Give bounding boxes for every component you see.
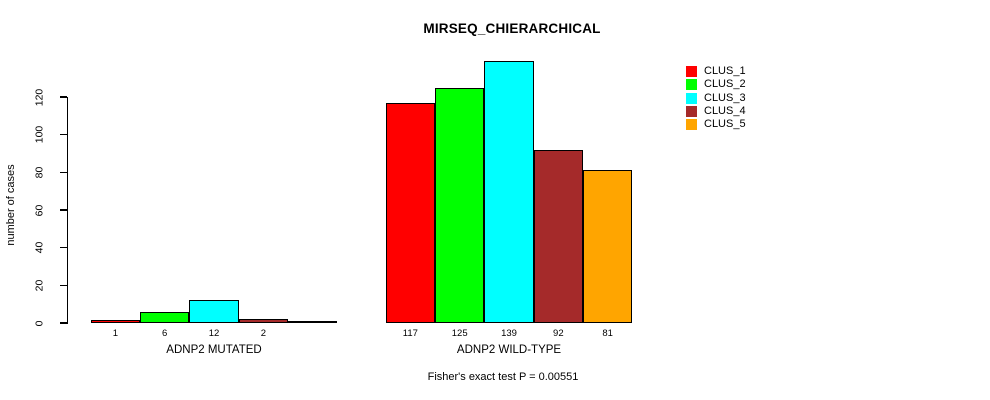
legend-item: CLUS_3 bbox=[686, 92, 746, 105]
bar-clus_5-zero bbox=[288, 321, 338, 323]
bar-clus_4 bbox=[238, 319, 289, 323]
legend-item: CLUS_2 bbox=[686, 78, 746, 91]
y-tick-label: 40 bbox=[33, 241, 46, 254]
y-tick-label: 60 bbox=[33, 204, 46, 216]
legend-item: CLUS_5 bbox=[686, 118, 746, 131]
bar-value-label: 2 bbox=[260, 328, 266, 339]
legend: CLUS_1 CLUS_2 CLUS_3 CLUS_4 CLUS_5 bbox=[686, 65, 746, 131]
legend-label: CLUS_4 bbox=[704, 105, 746, 118]
bar-clus_3 bbox=[189, 300, 239, 323]
bar-clus_5 bbox=[583, 170, 633, 323]
legend-swatch-clus_4 bbox=[686, 106, 697, 118]
bar-clus_4 bbox=[533, 149, 584, 323]
bar-value-label: 81 bbox=[602, 328, 613, 339]
legend-swatch-clus_5 bbox=[686, 119, 697, 131]
y-tick-mark bbox=[59, 322, 67, 324]
legend-label: CLUS_3 bbox=[704, 91, 746, 104]
y-tick-mark bbox=[59, 133, 67, 136]
legend-swatch-clus_3 bbox=[686, 92, 697, 104]
bar-clus_1 bbox=[385, 102, 436, 323]
bar-value-label: 12 bbox=[208, 328, 220, 339]
legend-swatch-clus_1 bbox=[686, 66, 697, 78]
bar-value-label: 139 bbox=[501, 328, 517, 339]
y-tick-mark bbox=[59, 171, 67, 174]
y-tick-label: 0 bbox=[33, 320, 46, 326]
y-tick-label: 80 bbox=[33, 166, 46, 179]
bar-value-label: 6 bbox=[162, 328, 168, 339]
y-tick-mark bbox=[59, 246, 67, 249]
legend-swatch-clus_2 bbox=[686, 79, 697, 91]
footnote-pvalue: Fisher's exact test P = 0.00551 bbox=[427, 371, 579, 383]
y-tick-mark bbox=[59, 96, 67, 98]
y-tick-label: 20 bbox=[33, 279, 46, 292]
group-label: ADNP2 WILD-TYPE bbox=[456, 344, 562, 356]
y-tick-label: 120 bbox=[33, 88, 46, 106]
bar-clus_2 bbox=[435, 87, 485, 323]
y-tick-mark bbox=[59, 209, 67, 211]
y-tick-label: 100 bbox=[33, 125, 46, 144]
bar-clus_1 bbox=[90, 320, 141, 323]
bar-value-label: 125 bbox=[451, 328, 468, 339]
bar-value-label: 117 bbox=[402, 328, 418, 339]
y-axis-line bbox=[66, 97, 68, 324]
legend-label: CLUS_2 bbox=[704, 78, 746, 91]
bar-clus_3 bbox=[484, 61, 534, 323]
group-label: ADNP2 MUTATED bbox=[166, 344, 262, 356]
legend-item: CLUS_4 bbox=[686, 105, 746, 118]
bar-clus_2 bbox=[140, 311, 190, 323]
bar-value-label: 1 bbox=[112, 328, 119, 339]
y-axis-label: number of cases bbox=[5, 164, 17, 246]
bar-value-label: 92 bbox=[553, 328, 564, 339]
chart-title: MIRSEQ_CHIERARCHICAL bbox=[423, 21, 601, 36]
legend-label: CLUS_1 bbox=[704, 65, 746, 78]
legend-item: CLUS_1 bbox=[686, 65, 746, 78]
legend-label: CLUS_5 bbox=[704, 118, 746, 131]
y-tick-mark bbox=[59, 284, 67, 287]
